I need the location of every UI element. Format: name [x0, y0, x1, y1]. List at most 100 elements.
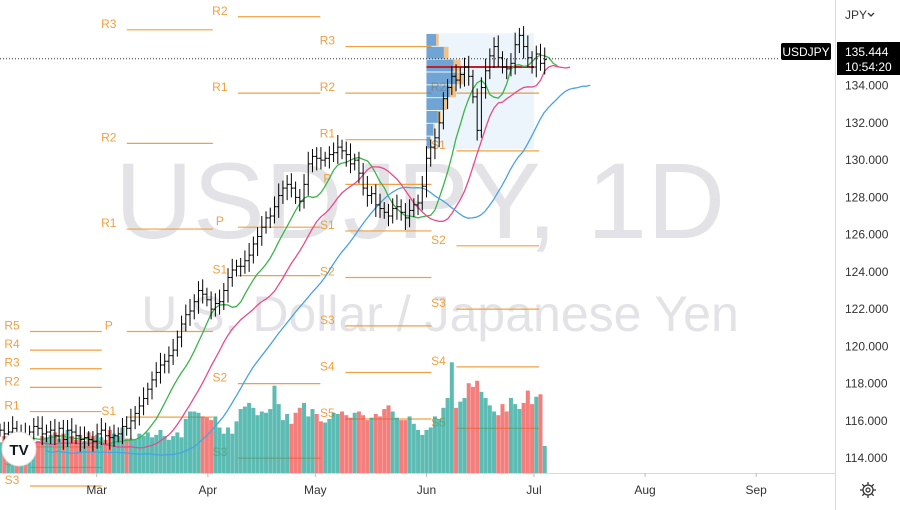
watermark: USDJPY, 1D U.S. Dollar / Japanese Yen [115, 140, 739, 342]
volume-bar [504, 411, 509, 473]
ohlc-bar [483, 58, 488, 99]
ohlc-bar [348, 143, 353, 174]
volume-bar [361, 415, 366, 473]
ohlc-bar [120, 418, 125, 445]
ohlc-bar [82, 426, 87, 449]
ohlc-bar [521, 26, 526, 59]
time-axis[interactable]: Mar Apr May Jun Jul Aug Sep [86, 473, 767, 497]
ohlc-bar [44, 424, 49, 443]
ohlc-bar [487, 48, 492, 80]
volume-bar [411, 423, 416, 473]
volume-bar [525, 390, 530, 473]
volume-bar [120, 427, 125, 473]
volume-bar [154, 434, 159, 473]
pivot-label: R1 [212, 80, 228, 94]
ohlc-bar [128, 408, 133, 440]
time-tick-label: Sep [745, 483, 767, 497]
ohlc-bar [306, 151, 311, 196]
ohlc-bar [534, 45, 539, 78]
volume-bar [432, 416, 437, 473]
volume-bar [124, 438, 129, 473]
ohlc-bar [188, 298, 193, 326]
volume-bar [255, 415, 260, 473]
volume-profile-bar [426, 72, 457, 85]
ohlc-bar [280, 180, 285, 204]
volume-bar [0, 442, 3, 473]
volume-profile-bar [426, 46, 444, 59]
volume-profile-value-bar [449, 85, 457, 98]
volume-bar [475, 380, 480, 473]
ohlc-bar [209, 291, 214, 320]
pivot-label: S2 [431, 233, 446, 247]
volume-bar [454, 407, 459, 473]
ohlc-bar [428, 139, 433, 167]
ohlc-bar [78, 426, 83, 452]
pivot-label: R3 [101, 17, 117, 31]
volume-bar [69, 436, 74, 473]
volume-bar [145, 432, 150, 473]
volume-profile-bar [426, 136, 431, 149]
volume-bar [285, 413, 290, 473]
time-tick-label: May [304, 483, 327, 497]
ohlc-bar [390, 198, 395, 224]
ohlc-bar [268, 207, 273, 229]
volume-bar [445, 397, 450, 473]
volume-bar [217, 427, 222, 473]
ohlc-bar [69, 418, 74, 444]
price-axis[interactable]: 114.000 116.000 118.000 120.000 122.000 124.0… [845, 41, 889, 465]
volume-bar [74, 439, 79, 473]
ohlc-bar [200, 279, 205, 304]
logo-text: TV [9, 442, 28, 459]
volume-bar [209, 420, 214, 473]
ohlc-bar [449, 66, 454, 95]
volume-bar [65, 429, 70, 473]
volume-bar [331, 412, 336, 473]
volume-bar [521, 402, 526, 473]
ohlc-bar [361, 162, 366, 196]
ohlc-bar [314, 147, 319, 171]
volume-bar [462, 397, 467, 473]
volume-bar [449, 362, 454, 473]
ohlc-bar [242, 250, 247, 274]
volume-bar [52, 432, 57, 473]
ohlc-bar [416, 194, 421, 216]
ohlc-bar [403, 202, 408, 230]
ohlc-bar [496, 35, 501, 68]
ohlc-bar [458, 67, 463, 89]
ohlc-bar [57, 421, 62, 443]
ohlc-bar [542, 47, 547, 75]
volume-bar [318, 421, 323, 473]
ohlc-bar [289, 173, 294, 198]
volume-bar [179, 437, 184, 473]
ohlc-bar [183, 304, 188, 332]
volume-bar [487, 405, 492, 473]
tradingview-logo-icon[interactable]: TV [1, 431, 37, 467]
ohlc-bar [318, 147, 323, 170]
currency-selector[interactable]: JPY [845, 8, 875, 22]
moving-averages [12, 54, 591, 456]
volume-bar [95, 434, 100, 473]
volume-bar [399, 420, 404, 473]
pivot-label: S3 [320, 313, 335, 327]
watermark-description: U.S. Dollar / Japanese Yen [141, 286, 739, 342]
ohlc-bar [479, 77, 484, 138]
ohlc-bar [179, 315, 184, 348]
ohlc-bar [276, 183, 281, 218]
volume-bar [500, 404, 505, 473]
volume-profile-bar [426, 85, 450, 98]
volume-bar [424, 429, 429, 473]
volume-bar [204, 417, 209, 473]
volume-bar [226, 427, 231, 473]
ohlc-bar [407, 199, 412, 228]
ohlc-bar [213, 293, 218, 317]
volume-bar [221, 433, 226, 473]
pivot-label: P [105, 318, 113, 332]
volume-bar [183, 418, 188, 473]
gear-icon[interactable] [860, 482, 876, 498]
volume-bar [158, 429, 163, 473]
volume-profile-value-bar [443, 46, 449, 59]
symbol-tag[interactable]: USDJPY [781, 43, 831, 60]
volume-bar [340, 411, 345, 473]
volume-histogram [0, 362, 547, 473]
